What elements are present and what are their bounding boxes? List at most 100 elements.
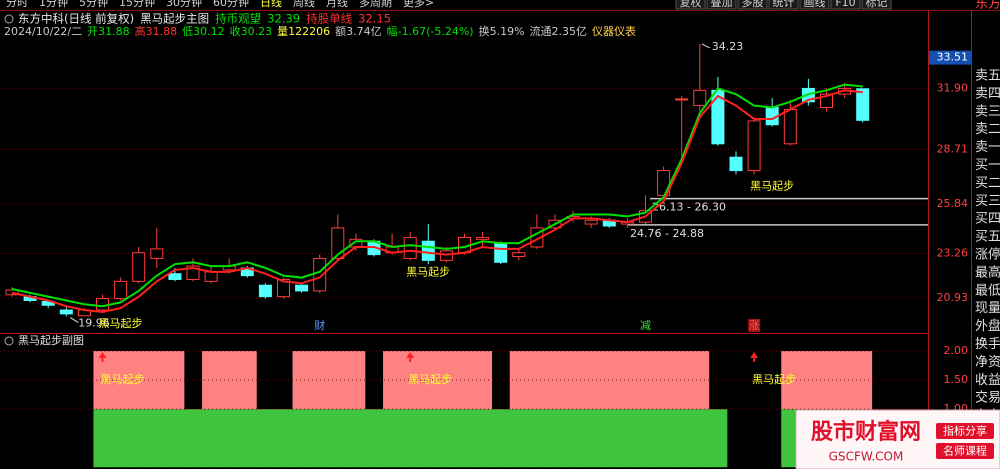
- info-item: 幅-1.67(-5.24%): [387, 25, 474, 38]
- watermark-box: [795, 409, 1000, 469]
- indicator-bar: [708, 409, 728, 468]
- panel-item: 买五: [975, 230, 1000, 245]
- signal-label: 黑马起步: [408, 373, 452, 386]
- indicator-bar: [183, 409, 203, 468]
- panel-item: 外盘: [975, 318, 1000, 334]
- candle-body: [132, 252, 146, 282]
- indicator-bar: [93, 351, 112, 410]
- indicator-bar: [654, 409, 674, 468]
- period-tab[interactable]: 5分钟: [79, 0, 108, 9]
- tool-button[interactable]: [861, 0, 892, 10]
- info-item: 流通2.35亿: [530, 24, 588, 38]
- info-item: 仪器仪表: [592, 24, 636, 38]
- low-arrow: [70, 317, 79, 323]
- candle-body: [258, 284, 272, 298]
- signal-arrow: [406, 352, 415, 362]
- period-tab[interactable]: 周线: [293, 0, 315, 9]
- indicator-bar: [853, 351, 873, 410]
- period-tab[interactable]: 15分钟: [119, 0, 155, 9]
- candle-body: [150, 248, 164, 259]
- event-marker: 减: [640, 319, 651, 332]
- candle-body: [729, 156, 743, 172]
- indicator-bar: [600, 409, 619, 468]
- y-tick-label: 25.84: [937, 197, 969, 210]
- period-tab[interactable]: 多周期: [359, 0, 392, 9]
- candle-body: [476, 236, 490, 240]
- tool-label[interactable]: 标记: [866, 0, 888, 9]
- panel-item: 卖三: [975, 104, 1000, 119]
- tag-bg: [936, 423, 994, 439]
- indicator-bar: [238, 351, 257, 410]
- period-tab[interactable]: 月线: [326, 0, 348, 9]
- tool-label[interactable]: 复权: [680, 0, 702, 9]
- indicator-bar: [274, 409, 293, 468]
- indicator-bar: [202, 351, 221, 410]
- period-tab[interactable]: 60分钟: [213, 0, 249, 9]
- indicator-bar: [672, 351, 692, 410]
- candle-body: [494, 242, 508, 263]
- indicator-bar: [220, 351, 239, 410]
- panel-item: 买四: [975, 212, 1000, 227]
- panel-item: 净资: [975, 355, 1000, 370]
- indicator-bar: [93, 409, 112, 468]
- signal-label: 黑马起步: [750, 179, 794, 192]
- indicator-bar: [220, 409, 239, 468]
- tool-label[interactable]: 统计: [773, 0, 795, 9]
- indicator-bar: [437, 409, 456, 468]
- info-item: 开31.88: [87, 25, 130, 38]
- price-marker-label: 33.51: [937, 51, 969, 64]
- indicator-bar: [618, 409, 637, 468]
- candle-body: [693, 89, 707, 107]
- panel-item: 买二: [975, 176, 1000, 191]
- indicator-bar: [147, 409, 167, 468]
- watermark: 股市财富网 GSCFW.COM 指标分享 名师课程: [795, 409, 1000, 469]
- period-tab[interactable]: 1分钟: [39, 0, 68, 9]
- signal-label: 持币观望: [215, 12, 261, 26]
- candle-body: [711, 89, 725, 145]
- panel-item: 现量: [975, 301, 1000, 316]
- price-marker-box: [929, 50, 971, 65]
- period-tab[interactable]: 分时: [6, 0, 28, 9]
- pane-icon: [4, 14, 14, 24]
- panel-item: 卖四: [975, 86, 1000, 101]
- indicator-bar: [292, 409, 312, 468]
- tool-button[interactable]: [675, 0, 706, 10]
- signal-arrow: [98, 352, 107, 362]
- watermark-tag: 指标分享: [943, 424, 987, 438]
- zone-label: 24.76 - 24.88: [630, 227, 704, 240]
- candle-body: [675, 98, 689, 101]
- indicator-bar: [781, 351, 800, 410]
- candle-body: [331, 227, 345, 259]
- period-tab[interactable]: 30分钟: [166, 0, 202, 9]
- watermark-url: GSCFW.COM: [829, 450, 904, 464]
- event-bg: [639, 319, 652, 332]
- tool-button[interactable]: [737, 0, 768, 10]
- indicator-bar: [618, 351, 637, 410]
- info-item: 换5.19%: [479, 24, 525, 38]
- tool-label[interactable]: 叠加: [711, 0, 733, 9]
- period-tab[interactable]: 日线: [260, 0, 282, 9]
- tool-button[interactable]: [799, 0, 830, 10]
- pane-icon: [4, 336, 14, 346]
- indicator-bar: [672, 409, 692, 468]
- tool-label[interactable]: 画线: [804, 0, 826, 9]
- tool-label[interactable]: 多股: [742, 0, 764, 9]
- signal-label: 黑马起步: [99, 317, 143, 330]
- panel-item: 交易: [975, 390, 1000, 406]
- indicator-bar: [111, 409, 131, 468]
- indicator-bar: [165, 351, 185, 410]
- tool-label[interactable]: F10: [835, 0, 855, 9]
- tool-button[interactable]: [706, 0, 737, 10]
- y-tick-label: 28.71: [937, 142, 969, 155]
- indicator-bar: [328, 409, 348, 468]
- tool-button[interactable]: [830, 0, 861, 10]
- indicator-bar: [654, 351, 674, 410]
- event-bg: [748, 319, 761, 332]
- candle-body: [584, 219, 598, 225]
- indicator-bar: [401, 409, 420, 468]
- indicator-bar: [437, 351, 456, 410]
- tool-button[interactable]: [768, 0, 799, 10]
- period-tab[interactable]: 更多>: [403, 0, 434, 9]
